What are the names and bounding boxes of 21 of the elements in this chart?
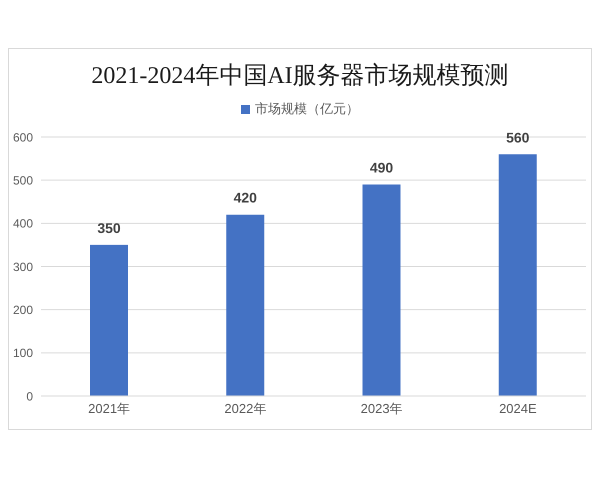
x-tick-label: 2023年: [360, 401, 403, 416]
y-tick-label: 400: [12, 216, 34, 231]
legend-label: 市场规模（亿元）: [255, 100, 359, 118]
y-tick-label: 300: [12, 260, 34, 274]
x-tick-label: 2024E: [499, 401, 537, 416]
y-tick-label: 200: [12, 302, 34, 317]
bar: [362, 184, 400, 396]
bar: [90, 244, 128, 396]
bar: [226, 214, 264, 396]
data-label: 490: [370, 159, 394, 176]
y-tick-label: 500: [12, 173, 34, 188]
chart-title: 2021-2024年中国AI服务器市场规模预测: [90, 62, 510, 91]
x-tick-label: 2022年: [224, 401, 266, 416]
data-label: 560: [506, 129, 530, 146]
y-tick-label: 0: [26, 389, 34, 404]
data-label: 420: [234, 190, 258, 206]
y-tick-label: 100: [12, 346, 34, 360]
data-label: 350: [97, 220, 121, 236]
x-tick-label: 2021年: [88, 401, 130, 416]
bar: [498, 154, 537, 396]
y-tick-label: 600: [12, 130, 34, 144]
